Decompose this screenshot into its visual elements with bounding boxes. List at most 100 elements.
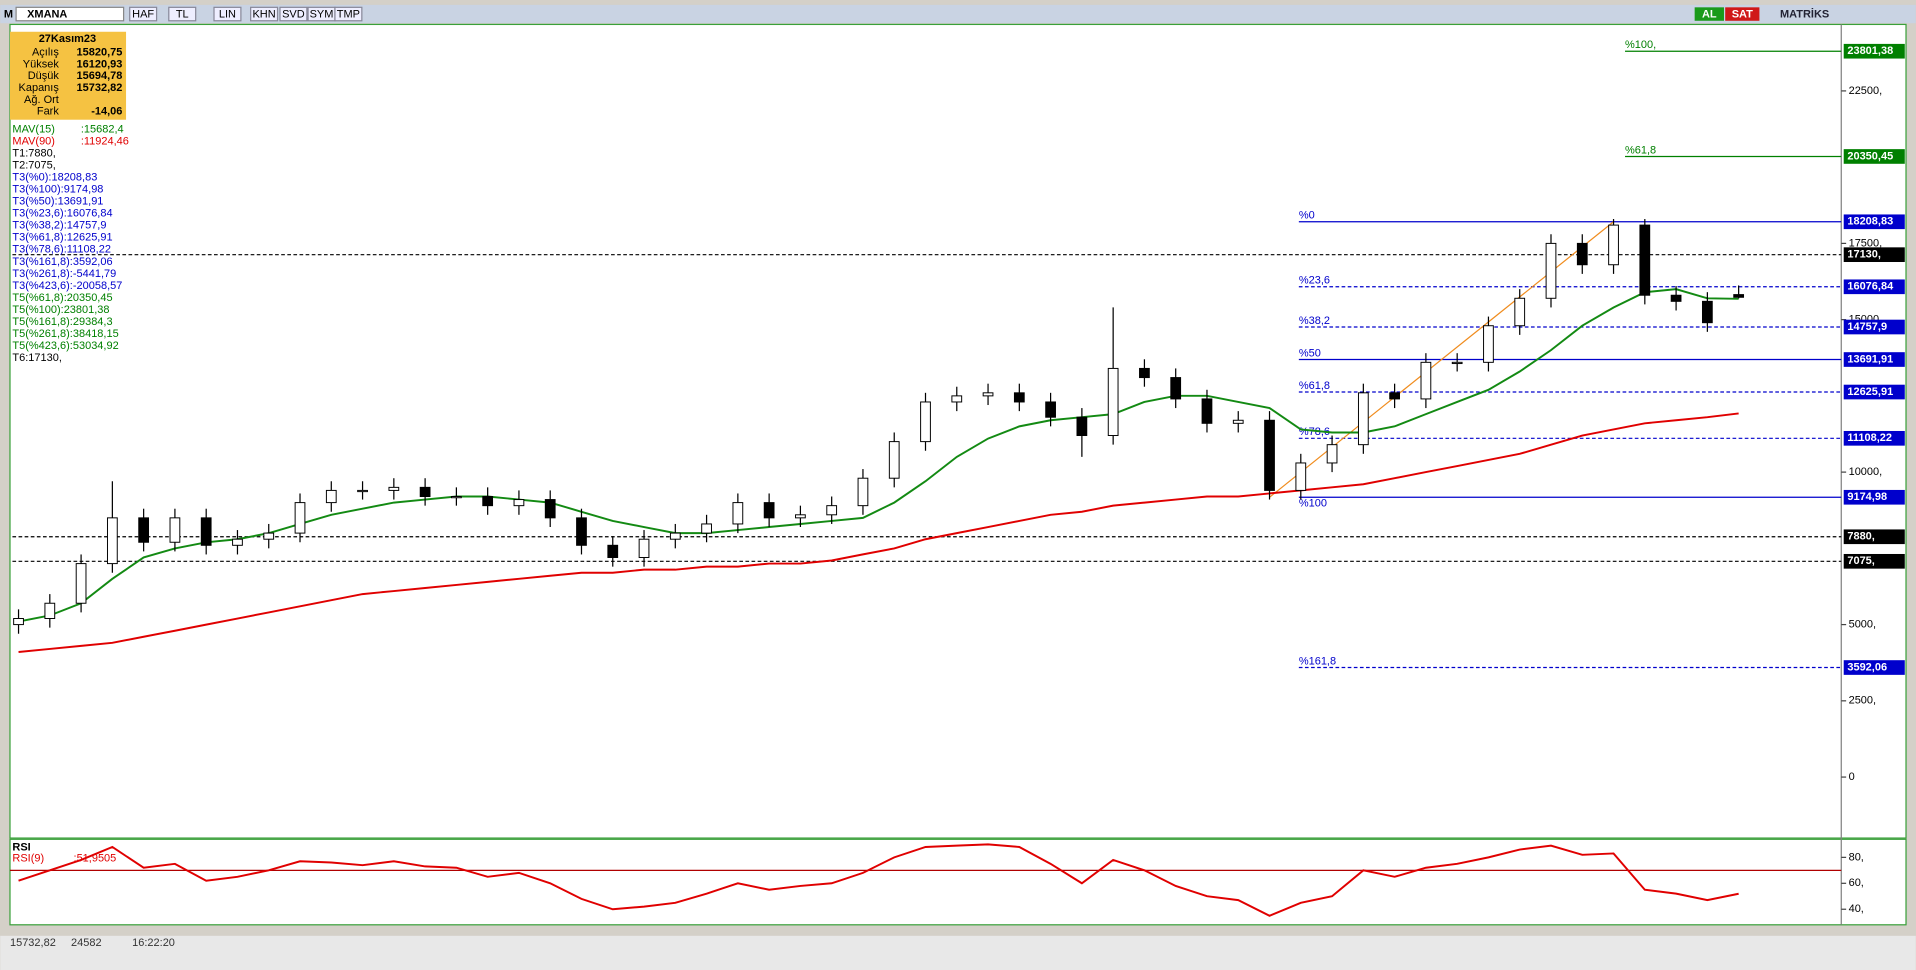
level-box [1843,352,1905,367]
sell-button[interactable] [1725,7,1760,21]
logo: M [4,9,13,21]
candle-body [1514,297,1526,327]
candle-body [138,517,150,543]
candle-body [920,401,931,443]
legend-line: T3(%23,6):16076,84 [12,208,112,220]
legend-line: T6:17130, [12,352,61,364]
legend-line: MAV(90) [12,135,55,147]
rsi-legend: RSI(9) [12,853,44,865]
legend-line: T5(%61,8):20350,45 [12,292,112,304]
toolbar-button[interactable] [213,6,242,22]
candle-body [1733,294,1745,298]
legend-line: T5(%261,8):38418,15 [12,328,118,340]
level-box [1843,660,1905,675]
level-name: %38,2 [1299,315,1330,327]
level-box [1843,214,1905,230]
toolbar-label: SYM [310,9,334,21]
candle-body [576,517,587,546]
rsi-line [18,843,1739,917]
level-label: 11108,22 [1847,432,1892,444]
info-label: Kapanış [19,82,60,94]
candle-body [1326,444,1338,464]
level-box [1843,319,1905,335]
level-box [1843,489,1905,505]
legend-line: T5(%100):23801,38 [12,304,109,316]
y-tick-label: 22500, [1849,85,1883,97]
symbol-box [15,6,125,22]
level-label: 12625,91 [1847,386,1893,398]
candle-body [1639,224,1651,296]
legend-line: T1:7880, [12,147,55,159]
level-box [1843,430,1905,446]
buy-button[interactable] [1694,7,1724,21]
toolbar-button[interactable] [129,6,158,22]
level-name: %23,6 [1299,275,1330,287]
candle-body [826,505,838,516]
toolbar-button[interactable] [250,6,279,22]
level-label: 3592,06 [1847,661,1887,673]
candle-body [294,502,306,534]
toolbar-label: SVD [282,9,305,21]
level-label: 14757,9 [1847,321,1887,333]
symbol: XMANA [27,9,67,21]
candle-body [1045,401,1056,418]
toolbar-label: TMP [337,9,360,21]
candle-body [106,517,118,565]
info-box [9,31,127,120]
info-value: 15820,75 [77,46,123,58]
status-text: 16:22:20 [132,937,175,949]
toolbar-button[interactable] [279,6,308,22]
candle-body [169,517,181,543]
candle-body [1201,398,1213,424]
candle-body [1576,242,1588,266]
candle-body [1483,325,1494,363]
y-tick-label: 0 [1849,771,1855,783]
candle-body [1139,367,1150,379]
sell-label: SAT [1732,9,1753,21]
candle-body [357,489,368,493]
level-box [1843,43,1905,59]
level-label: 23801,38 [1847,45,1893,57]
legend-value: :11924,46 [81,135,129,147]
candle-body [482,496,494,507]
legend-line: MAV(15) [12,123,55,135]
brand: MATRİKS [1780,8,1829,21]
candle-body [1701,300,1713,324]
y-tick-label: 10000, [1849,466,1883,478]
level-box [1843,279,1905,295]
candle-body [982,392,994,397]
toolbar-button[interactable] [334,6,363,22]
level-name: %100, [1625,39,1656,51]
candle-body [419,486,431,497]
status-text: 24582 [71,937,102,949]
info-date: 27Kasım23 [39,33,96,45]
info-value: 15694,78 [77,70,123,82]
level-name: %100 [1299,497,1327,509]
level-box [1843,149,1905,164]
candle-body [732,502,744,525]
candle-body [1389,392,1400,400]
level-box [1843,247,1905,263]
candle-body [1357,392,1369,446]
candle-body [638,538,650,558]
candle-body [1107,367,1119,437]
toolbar-label: HAF [132,9,154,21]
rsi-tick-label: 80, [1849,851,1864,863]
legend-line: T5(%161,8):29384,3 [12,316,112,328]
level-name: %0 [1299,210,1315,222]
toolbar-label: TL [176,9,189,21]
legend-line: T3(%423,6):-20058,57 [12,280,122,292]
candle-body [857,477,869,507]
candle-body [325,489,337,504]
legend-value: :15682,4 [81,123,124,135]
candle-body [1670,294,1682,302]
candle-body [888,441,900,479]
rsi-title: RSI [12,842,30,854]
toolbar-button[interactable] [168,6,197,22]
candle-body [1608,224,1619,266]
level-label: 20350,45 [1847,150,1893,162]
legend-line: T3(%100):9174,98 [12,184,103,196]
candle-body [795,514,806,519]
candle-body [1420,361,1432,400]
